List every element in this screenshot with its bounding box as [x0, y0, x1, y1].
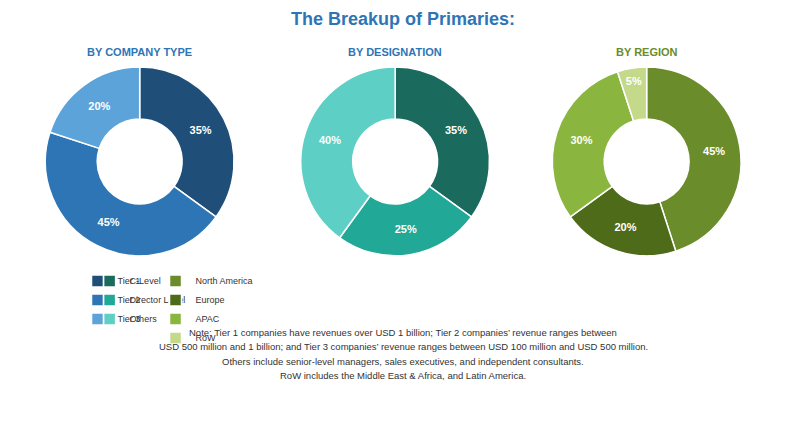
svg-text:Note: Tier 1 companies have re: Note: Tier 1 companies have revenues ove… — [189, 327, 617, 338]
svg-text:North America: North America — [196, 276, 253, 286]
svg-text:RoW includes the Middle East &: RoW includes the Middle East & Africa, a… — [280, 370, 526, 381]
svg-text:Director Level: Director Level — [129, 295, 186, 306]
svg-text:25%: 25% — [395, 223, 417, 235]
svg-text:20%: 20% — [88, 100, 110, 112]
svg-text:BY DESIGNATION: BY DESIGNATION — [348, 46, 442, 58]
svg-text:Europe: Europe — [196, 295, 225, 305]
svg-text:35%: 35% — [190, 124, 212, 136]
svg-text:30%: 30% — [570, 134, 592, 146]
svg-text:The Breakup of Primaries:: The Breakup of Primaries: — [291, 9, 515, 29]
svg-text:BY COMPANY TYPE: BY COMPANY TYPE — [87, 46, 192, 58]
svg-text:20%: 20% — [614, 221, 636, 233]
svg-text:Others: Others — [130, 314, 158, 324]
svg-text:APAC: APAC — [196, 314, 220, 324]
svg-text:45%: 45% — [703, 145, 725, 157]
svg-text:C-Level: C-Level — [130, 276, 161, 286]
svg-text:5%: 5% — [626, 75, 642, 87]
svg-text:USD 500 million and 1 billion;: USD 500 million and 1 billion; and Tier … — [159, 341, 648, 352]
svg-text:Others include senior-level ma: Others include senior-level managers, sa… — [222, 356, 584, 367]
svg-text:RoW: RoW — [196, 333, 217, 343]
svg-text:35%: 35% — [445, 124, 467, 136]
svg-text:40%: 40% — [319, 134, 341, 146]
svg-text:45%: 45% — [98, 216, 120, 228]
svg-text:BY REGION: BY REGION — [616, 46, 678, 58]
